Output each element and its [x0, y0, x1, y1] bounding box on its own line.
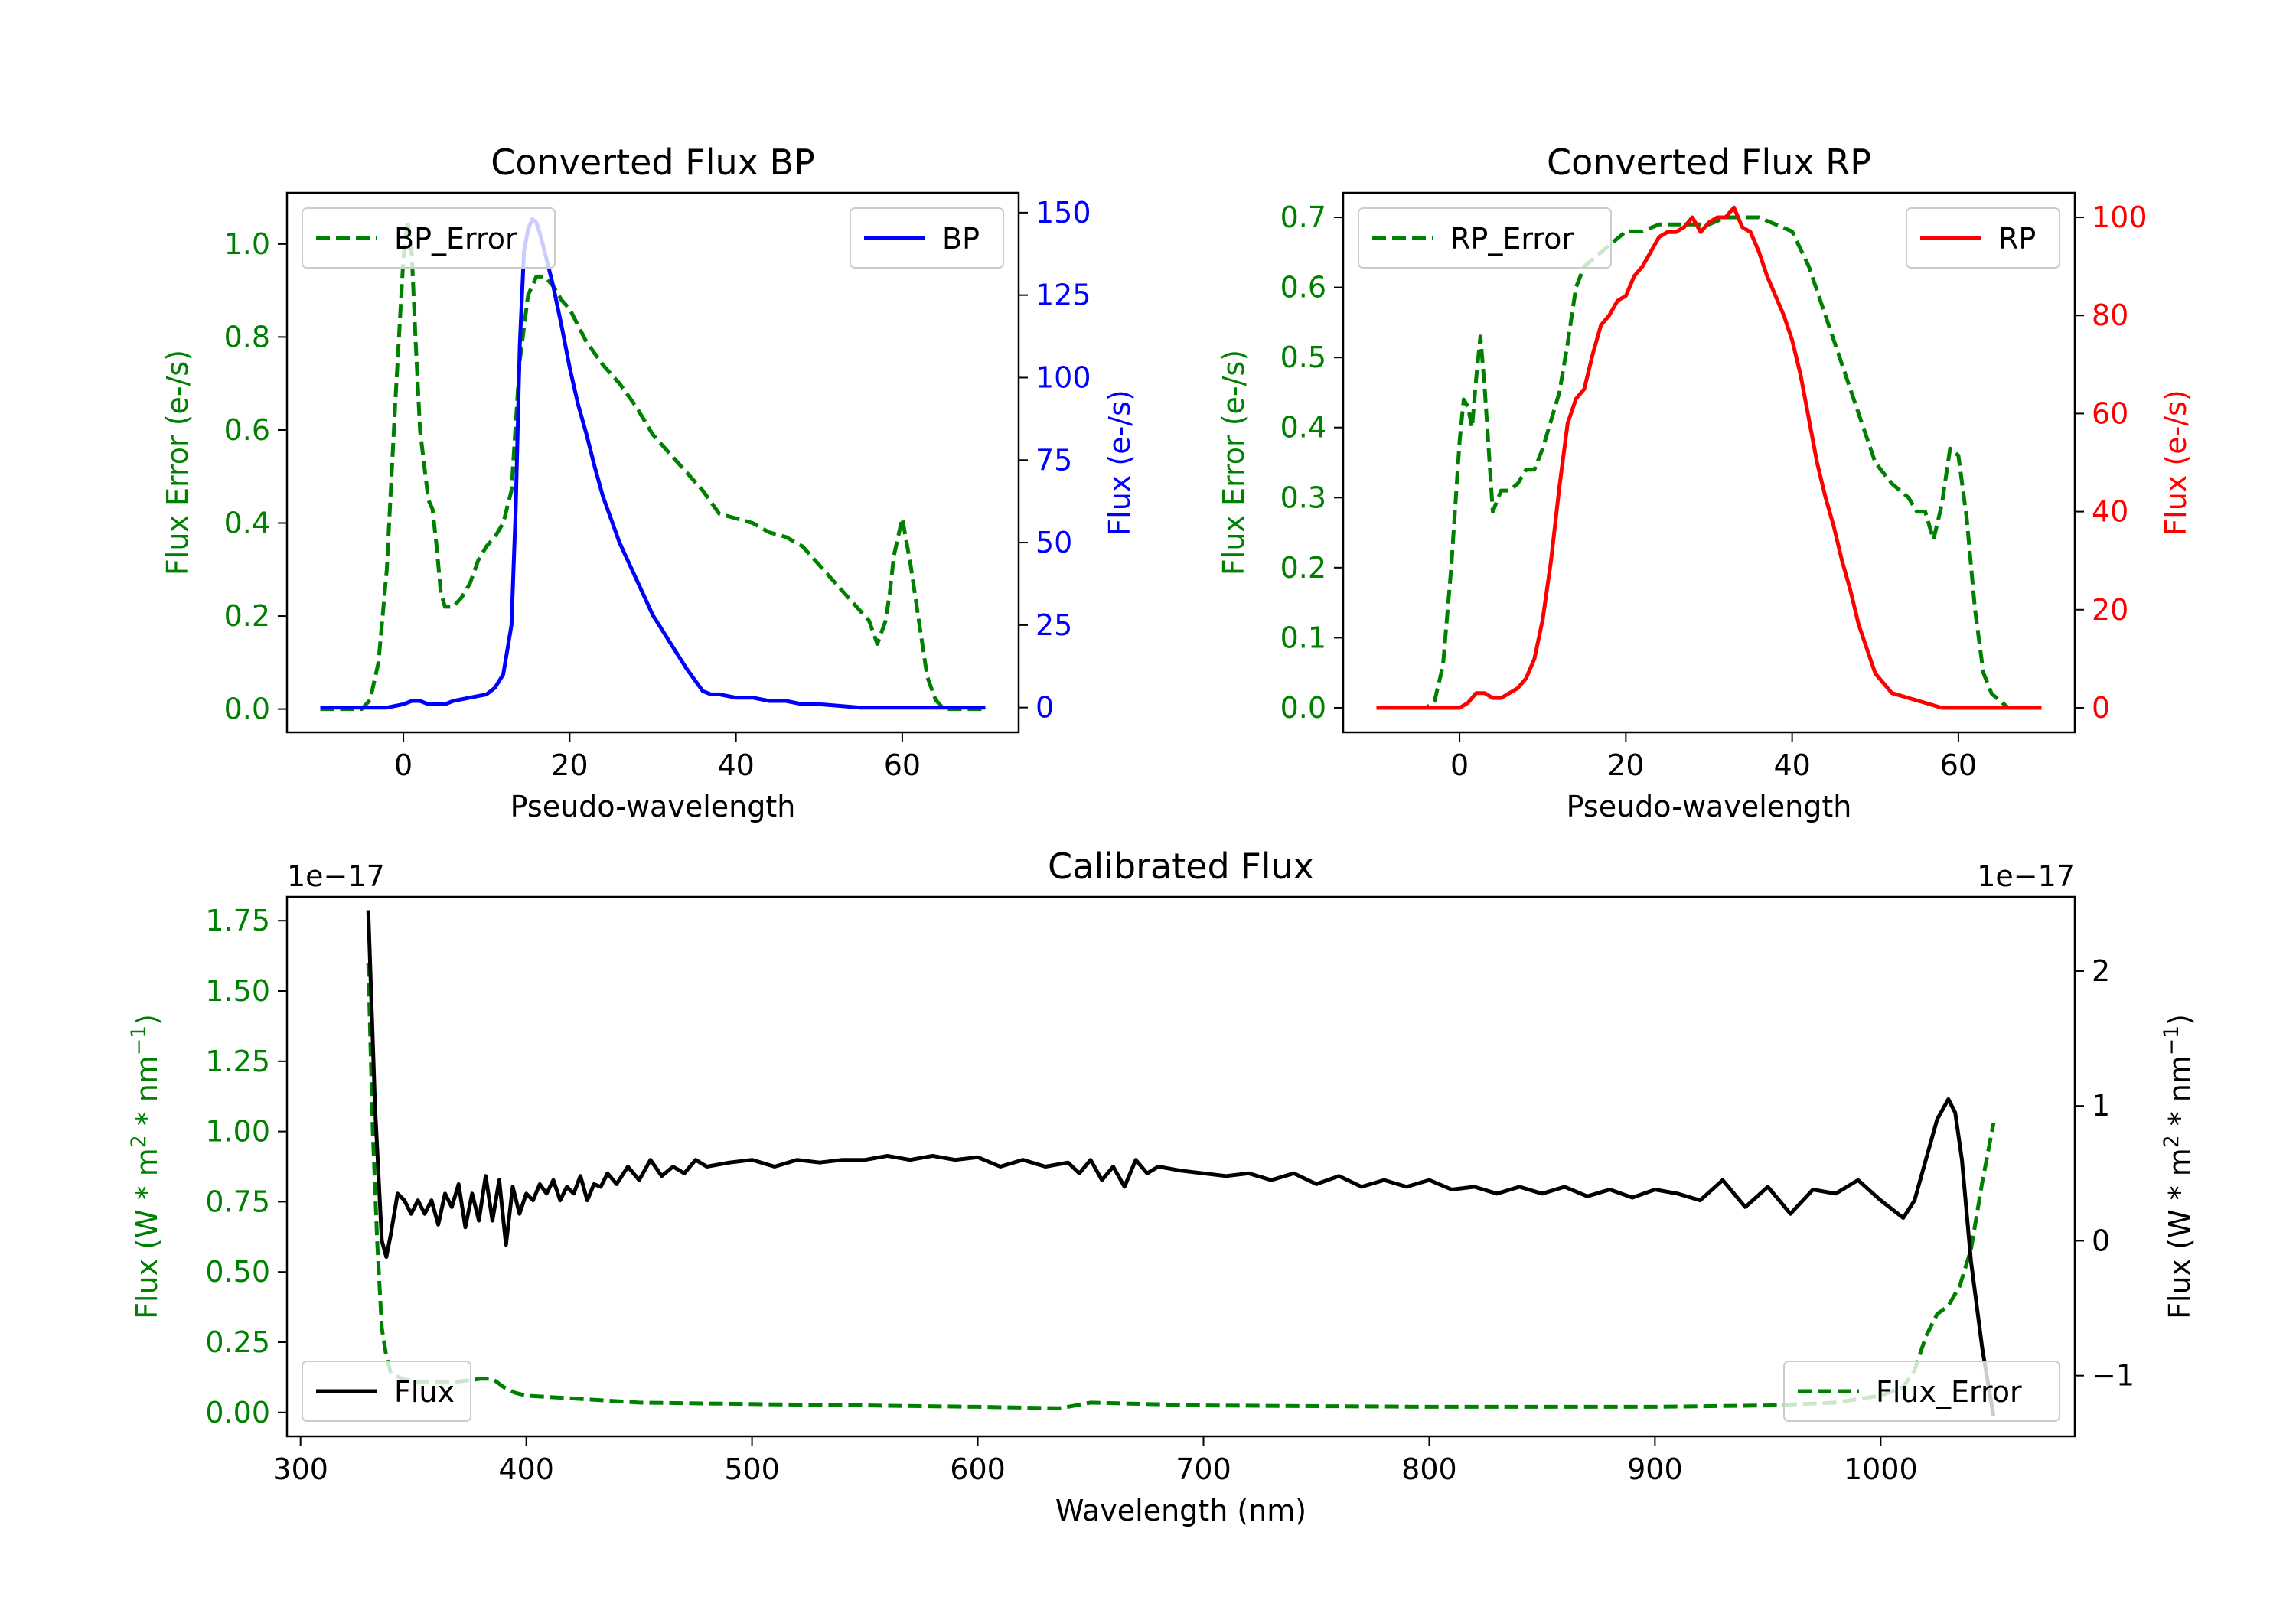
y-left-axis-label: Flux Error (e-/s)	[1217, 350, 1251, 575]
chart-bp: 0 20 40 60 0.0 0.2 0.4 0.6 0.8 1.0 0 25 50 75 100 125 15…	[161, 142, 1137, 823]
y-left-tick-label: 0.6	[1280, 271, 1326, 305]
x-tick-label: 40	[1773, 748, 1810, 782]
legend-box	[302, 207, 556, 269]
legend-label: Flux	[394, 1375, 455, 1409]
y-right-tick-label: −1	[2092, 1359, 2135, 1393]
x-tick-label: 400	[498, 1452, 554, 1486]
chart-title: Converted Flux RP	[1547, 142, 1871, 183]
y-left-tick-label: 1.25	[205, 1045, 270, 1078]
y-left-tick-label: 0.2	[1280, 551, 1326, 585]
y-right-tick-label: 1	[2092, 1089, 2110, 1123]
y-right-axis-label: Flux (W * m2 * nm−1)	[2160, 1014, 2197, 1319]
y-left-tick-label: 0.7	[1280, 200, 1326, 234]
legend-label: RP	[1998, 222, 2036, 256]
plot-frame	[1342, 191, 2076, 734]
x-tick-label: 500	[724, 1452, 780, 1486]
y-right-tick-label: 2	[2092, 954, 2110, 988]
y-left-tick-label: 0.5	[1280, 341, 1326, 374]
y-left-axis-label: Flux (W * m2 * nm−1)	[127, 1014, 165, 1319]
legend-label: RP_Error	[1450, 222, 1574, 256]
chart-cal: 300 400 500 600 700 800 900 1000 0.00 0.25 0.50 0.7…	[127, 846, 2197, 1527]
y-right-tick-label: 0	[2092, 691, 2110, 725]
y-left-tick-label: 0.4	[224, 507, 270, 540]
x-tick-label: 700	[1176, 1452, 1231, 1486]
x-tick-label: 600	[950, 1452, 1006, 1486]
legend-label: BP_Error	[394, 222, 517, 256]
y-right-tick-label: 150	[1035, 196, 1091, 230]
x-tick-label: 300	[272, 1452, 328, 1486]
plot-frame	[285, 191, 1020, 734]
series-line-flux	[366, 910, 1996, 1417]
y-right-tick-label: 0	[1035, 691, 1054, 725]
y-left-tick-label: 1.75	[205, 904, 270, 937]
y-right-tick-label: 40	[2092, 495, 2128, 529]
y-right-tick-label: 100	[1035, 360, 1091, 394]
y-right-tick-label: 125	[1035, 279, 1091, 312]
series-line-rp-error	[1376, 215, 2042, 710]
series-line-flux-error	[366, 963, 1996, 1410]
offset-right-label: 1e−17	[1977, 859, 2075, 893]
y-left-axis-label: Flux Error (e-/s)	[161, 350, 194, 575]
x-tick-label: 60	[884, 748, 921, 782]
y-right-axis-label: Flux (e-/s)	[2159, 390, 2193, 535]
y-left-tick-label: 0.6	[224, 413, 270, 447]
y-left-tick-label: 0.3	[1280, 481, 1326, 514]
y-left-tick-label: 0.4	[1280, 411, 1326, 445]
y-right-tick-label: 0	[2092, 1224, 2110, 1257]
series-line-bp	[320, 217, 986, 710]
x-tick-label: 0	[394, 748, 413, 782]
y-left-tick-label: 1.00	[205, 1115, 270, 1149]
y-left-tick-label: 0.0	[224, 693, 270, 726]
legend-box	[1906, 207, 2060, 269]
chart-title: Calibrated Flux	[1048, 846, 1314, 887]
x-tick-label: 20	[551, 748, 588, 782]
y-right-tick-label: 50	[1035, 526, 1072, 559]
y-left-tick-label: 0.0	[1280, 691, 1326, 725]
legend-box	[850, 207, 1004, 269]
y-right-tick-label: 100	[2092, 200, 2148, 234]
x-axis-label: Pseudo-wavelength	[510, 790, 796, 823]
y-left-tick-label: 1.0	[224, 227, 270, 261]
y-right-tick-label: 25	[1035, 608, 1072, 642]
legend-box	[302, 1361, 471, 1422]
y-right-tick-label: 80	[2092, 298, 2128, 332]
legend-label: Flux_Error	[1876, 1375, 2022, 1409]
series-line-bp-error	[320, 219, 986, 712]
legend-box	[1783, 1361, 2060, 1422]
x-tick-label: 40	[717, 748, 754, 782]
y-right-tick-label: 60	[2092, 396, 2128, 430]
chart-rp: 0 20 40 60 0.0 0.1 0.2 0.3 0.4 0.5 0.6 0.7 0 20 40 60 80…	[1217, 142, 2193, 823]
y-left-tick-label: 0.1	[1280, 621, 1326, 654]
x-tick-label: 800	[1401, 1452, 1457, 1486]
legend-box	[1358, 207, 1612, 269]
y-right-tick-label: 75	[1035, 443, 1072, 477]
y-left-tick-label: 1.50	[205, 974, 270, 1008]
legend-label: BP	[942, 222, 980, 256]
x-tick-label: 60	[1940, 748, 1977, 782]
x-tick-label: 1000	[1844, 1452, 1918, 1486]
plot-frame	[285, 895, 2076, 1438]
y-left-tick-label: 0.25	[205, 1325, 270, 1359]
y-left-tick-label: 0.8	[224, 320, 270, 354]
offset-left-label: 1e−17	[287, 859, 385, 893]
y-left-tick-label: 0.2	[224, 599, 270, 633]
x-tick-label: 900	[1627, 1452, 1683, 1486]
y-left-tick-label: 0.00	[205, 1396, 270, 1429]
series-line-rp	[1376, 205, 2042, 710]
x-axis-label: Wavelength (nm)	[1055, 1494, 1306, 1527]
y-left-tick-label: 0.50	[205, 1255, 270, 1289]
x-tick-label: 20	[1607, 748, 1644, 782]
x-tick-label: 0	[1450, 748, 1469, 782]
y-left-tick-label: 0.75	[205, 1185, 270, 1218]
y-right-axis-label: Flux (e-/s)	[1103, 390, 1137, 535]
x-axis-label: Pseudo-wavelength	[1567, 790, 1852, 823]
chart-title: Converted Flux BP	[491, 142, 815, 183]
y-right-tick-label: 20	[2092, 593, 2128, 627]
